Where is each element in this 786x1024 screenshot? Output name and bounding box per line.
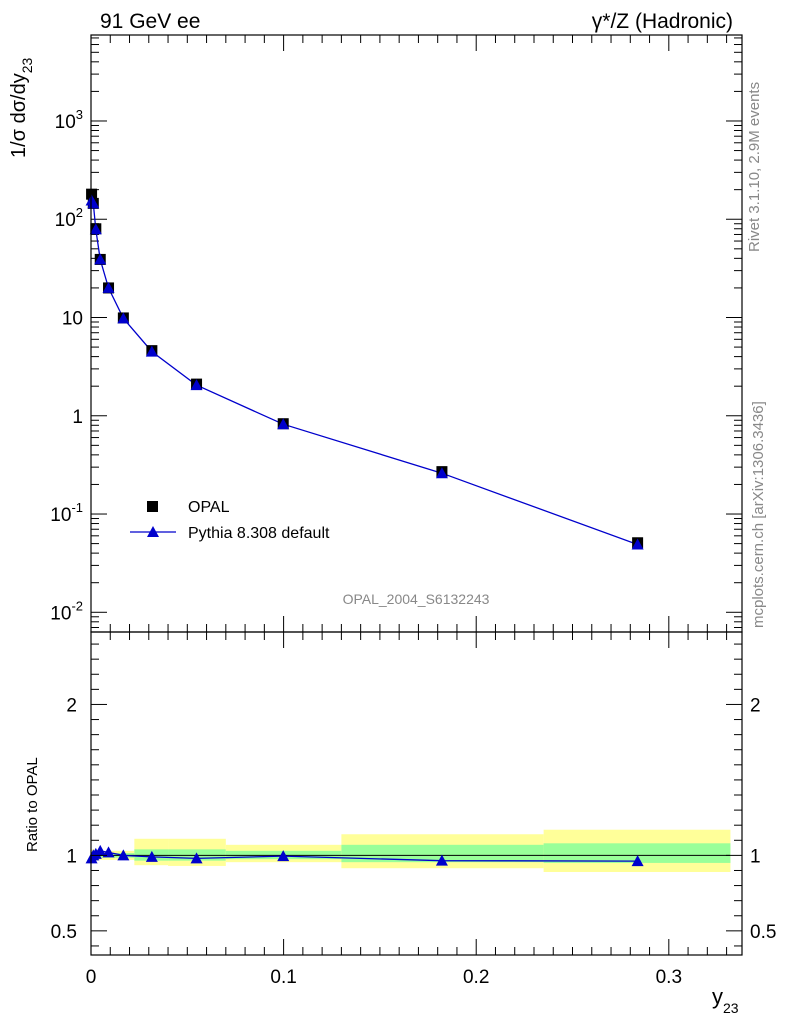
ratio-point <box>190 852 203 864</box>
ratio-point <box>102 846 115 858</box>
mc-point <box>145 345 158 357</box>
y-tick-exponent: -1 <box>71 500 83 515</box>
ratio-panel: 0 0.1 0.2 0.3 0.5 0.5 1 1 2 2 <box>51 631 776 988</box>
process-label: γ*/Z (Hadronic) <box>592 10 733 33</box>
x-tick-label: 0.1 <box>270 967 296 988</box>
mc-point <box>87 197 100 209</box>
y-tick-label: 1 <box>72 407 83 428</box>
x-tick-label: 0.3 <box>656 967 682 988</box>
y-tick-label: 10-2 <box>50 598 83 624</box>
legend-triangle-marker <box>147 526 159 537</box>
ratio-point <box>145 850 158 862</box>
ratio-y-tick-label: 0.5 <box>51 922 77 943</box>
main-y-axis-title: 1/σ dσ/dy23 <box>8 57 35 158</box>
main-y-subscript: 23 <box>19 57 35 73</box>
mc-point <box>89 223 102 235</box>
ratio-frame <box>90 631 743 956</box>
mc-line <box>91 200 638 546</box>
mcplots-label: mcplots.cern.ch [arXiv:1306.3436] <box>750 401 767 628</box>
legend-label-opal: OPAL <box>188 499 230 516</box>
x-axis-title: y23 <box>712 984 739 1016</box>
mc-point <box>94 253 107 265</box>
inner-uncertainty-band <box>341 844 544 863</box>
ratio-y-axis-title: Ratio to OPAL <box>24 757 41 852</box>
rivet-label: Rivet 3.1.10, 2.9M events <box>746 82 763 252</box>
mc-point <box>117 312 130 324</box>
y-tick-label: 103 <box>55 107 83 133</box>
y-tick-label: 10 <box>62 309 83 330</box>
mc-point <box>102 281 115 293</box>
legend: OPAL Pythia 8.308 default <box>130 499 330 542</box>
inner-uncertainty-band <box>543 843 731 863</box>
mc-point <box>190 379 203 391</box>
energy-label: 91 GeV ee <box>100 10 200 33</box>
y-tick-exponent: -2 <box>71 598 83 613</box>
ratio-point <box>94 844 107 856</box>
ratio-y-tick-label-right: 0.5 <box>750 922 776 943</box>
main-panel: 10-2 10-1 1 10 102 103 <box>50 34 743 633</box>
ratio-point <box>277 850 290 862</box>
x-subscript: 23 <box>723 1000 739 1016</box>
ratio-point <box>117 849 130 861</box>
x-tick-label: 0.2 <box>463 967 489 988</box>
ratio-point <box>435 854 448 866</box>
y-tick-exponent: 3 <box>76 107 83 122</box>
ratio-point <box>631 855 644 867</box>
ratio-y-tick-label-right: 2 <box>750 695 761 716</box>
y-tick-exponent: 2 <box>76 205 83 220</box>
mc-point <box>631 538 644 550</box>
x-tick-label: 0 <box>86 967 97 988</box>
ratio-y-tick-label-right: 1 <box>750 846 761 867</box>
mc-point <box>435 467 448 479</box>
mc-point <box>277 418 290 430</box>
y-tick-label: 10-1 <box>50 500 83 526</box>
legend-square-marker <box>147 501 158 512</box>
analysis-watermark: OPAL_2004_S6132243 <box>343 591 490 607</box>
ratio-y-tick-label: 1 <box>66 846 77 867</box>
legend-label-pythia: Pythia 8.308 default <box>188 525 330 542</box>
main-frame <box>90 34 743 633</box>
y-tick-label: 102 <box>55 205 83 231</box>
ratio-y-tick-label: 2 <box>66 695 77 716</box>
